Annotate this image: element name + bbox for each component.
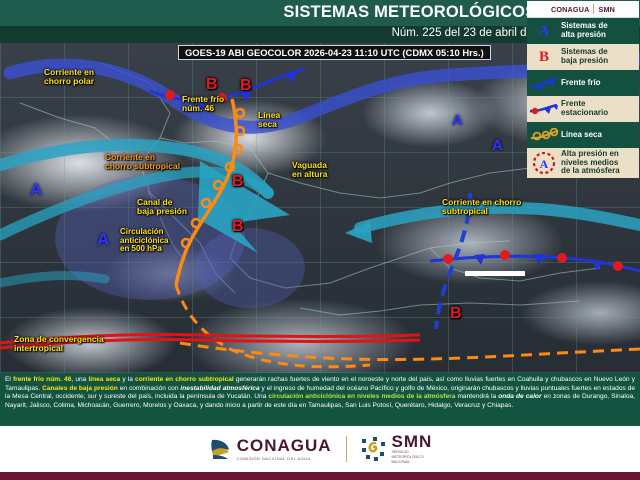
footer-divider bbox=[345, 436, 347, 462]
bulletin-highlight-corriente-chorro: corriente en chorro subtropical bbox=[135, 376, 234, 383]
page-footer: CONAGUA COMISIÓN NACIONAL DEL AGUA SMN S… bbox=[0, 426, 640, 472]
map-symbol-high-a-1: A bbox=[97, 230, 110, 249]
bulletin-highlight-canales: Canales de baja presión bbox=[42, 384, 118, 392]
legend-label-alta-presion-niveles-medios: Alta presión en niveles medios de la atm… bbox=[561, 148, 620, 176]
annotation-zona-convergencia-intertropical: Zona de convergencia intertropical bbox=[14, 334, 104, 354]
legend-label-linea-seca: Línea seca bbox=[561, 129, 602, 139]
coastline-overlay bbox=[19, 62, 601, 316]
conagua-text-block: CONAGUA COMISIÓN NACIONAL DEL AGUA bbox=[237, 437, 332, 461]
high-pressure-icon: A bbox=[538, 22, 550, 39]
legend-brand-header: CONAGUA SMN bbox=[527, 1, 639, 18]
map-symbol-high-a-2: A bbox=[30, 180, 43, 199]
smn-spiral-icon bbox=[361, 436, 385, 461]
cold-front-icon bbox=[527, 76, 561, 90]
legend-label-alta-presion: Sistemas de alta presión bbox=[561, 21, 608, 39]
annotation-circulacion-anticiclonica-500hpa: Circulación anticiclónica en 500 hPa bbox=[120, 227, 169, 254]
bulletin-highlight-frente-frio: frente frío núm. 46 bbox=[12, 376, 72, 383]
annotation-corriente-chorro-polar: Corriente en chorro polar bbox=[44, 67, 95, 87]
bulletin-highlight-circulacion: circulación anticiclónica en niveles med… bbox=[268, 393, 456, 401]
stationary-front-icon bbox=[527, 102, 561, 116]
map-symbol-high-a-4: A bbox=[492, 137, 503, 154]
conagua-eagle-icon bbox=[211, 439, 229, 459]
svg-text:A: A bbox=[540, 157, 549, 171]
conagua-subtitle: COMISIÓN NACIONAL DEL AGUA bbox=[236, 456, 311, 461]
legend-conagua-label: CONAGUA bbox=[550, 4, 590, 14]
legend-divider bbox=[593, 4, 595, 14]
bulletin-seg-7: mantendrá la bbox=[455, 393, 499, 401]
bulletin-italic-onda-calor: onda de calor bbox=[498, 393, 542, 401]
conagua-logo-group: CONAGUA COMISIÓN NACIONAL DEL AGUA bbox=[208, 436, 332, 462]
satellite-timestamp-label: GOES-19 ABI GEOCOLOR 2026-04-23 11:10 UT… bbox=[178, 45, 491, 60]
map-symbol-low-b-4: B bbox=[232, 218, 244, 235]
annotation-corriente-chorro-subtropical-este: Corriente en chorro subtropical bbox=[442, 197, 522, 217]
legend-smn-label: SMN bbox=[598, 4, 616, 14]
low-pressure-icon: B bbox=[538, 48, 549, 65]
smn-subtitle: SERVICIO METEOROLÓGICO NACIONAL bbox=[391, 449, 424, 465]
legend-item-linea-seca[interactable]: Línea seca bbox=[527, 122, 639, 148]
legend-label-frente-estacionario: Frente estacionario bbox=[561, 99, 609, 117]
annotation-canal-de-baja-presion: Canal de baja presión bbox=[137, 197, 188, 217]
bulletin-paragraph: El frente frío núm. 46, una línea seca y… bbox=[5, 376, 635, 410]
map-legend: CONAGUA SMN A Sistemas de alta presión B… bbox=[527, 1, 639, 178]
map-scale-bar bbox=[465, 271, 525, 276]
bulletin-seg-3: y la bbox=[120, 376, 136, 383]
bulletin-seg-8: en zonas de Durango, Sinaloa, Nayarit, J… bbox=[5, 393, 635, 409]
bulletin-italic-inestabilidad: inestabilidad atmosférica bbox=[180, 384, 260, 392]
bulletin-seg-6: y el ingreso de humedad del océano Pacíf… bbox=[5, 384, 636, 401]
map-symbol-low-b-1: B bbox=[206, 76, 218, 93]
anticyclone-500hpa-area bbox=[55, 176, 305, 308]
map-symbol-low-b-2: B bbox=[240, 77, 252, 94]
map-symbol-low-b-3: B bbox=[232, 173, 244, 190]
dry-line-icon bbox=[527, 128, 561, 142]
jet-stream-overlay bbox=[0, 52, 640, 288]
legend-item-alta-presion-niveles-medios[interactable]: A Alta presión en niveles medios de la a… bbox=[527, 148, 639, 178]
legend-item-frente-frio[interactable]: Frente frío bbox=[527, 70, 639, 96]
annotation-corriente-chorro-subtropical-oeste: Corriente en chorro subtropical bbox=[105, 152, 181, 172]
map-symbol-low-b-5: B bbox=[450, 305, 462, 322]
legend-item-alta-presion[interactable]: A Sistemas de alta presión bbox=[527, 18, 639, 44]
smn-logo-group: SMN SERVICIO METEOROLÓGICO NACIONAL bbox=[361, 433, 433, 466]
legend-item-frente-estacionario[interactable]: Frente estacionario bbox=[527, 96, 639, 122]
mid-level-high-icon: A bbox=[527, 150, 561, 176]
footer-accent-bar bbox=[0, 472, 640, 480]
map-symbol-high-a-3: A bbox=[452, 112, 463, 129]
front-symbols-overlay bbox=[0, 67, 640, 369]
conagua-name: CONAGUA bbox=[236, 436, 332, 455]
bulletin-seg-5: en combinación con bbox=[117, 384, 181, 392]
annotation-linea-seca: Línea seca bbox=[258, 110, 281, 130]
bulletin-seg-2: , una bbox=[71, 376, 89, 383]
bulletin-highlight-linea-seca: línea seca bbox=[88, 376, 121, 383]
annotation-vaguada-en-altura: Vaguada en altura bbox=[292, 160, 328, 180]
smn-text-block: SMN SERVICIO METEOROLÓGICO NACIONAL bbox=[392, 433, 433, 466]
bulletin-text-panel: El frente frío núm. 46, una línea seca y… bbox=[0, 373, 640, 426]
bulletin-seg-4: generarán rachas fuertes de viento en el… bbox=[5, 376, 635, 392]
legend-label-baja-presion: Sistemas de baja presión bbox=[561, 47, 609, 65]
bulletin-seg-1: El bbox=[5, 376, 13, 383]
legend-label-frente-frio: Frente frío bbox=[561, 77, 601, 87]
annotation-frente-frio-46: Frente frío núm. 46 bbox=[182, 94, 225, 114]
legend-item-baja-presion[interactable]: B Sistemas de baja presión bbox=[527, 44, 639, 70]
smn-name: SMN bbox=[391, 431, 433, 451]
